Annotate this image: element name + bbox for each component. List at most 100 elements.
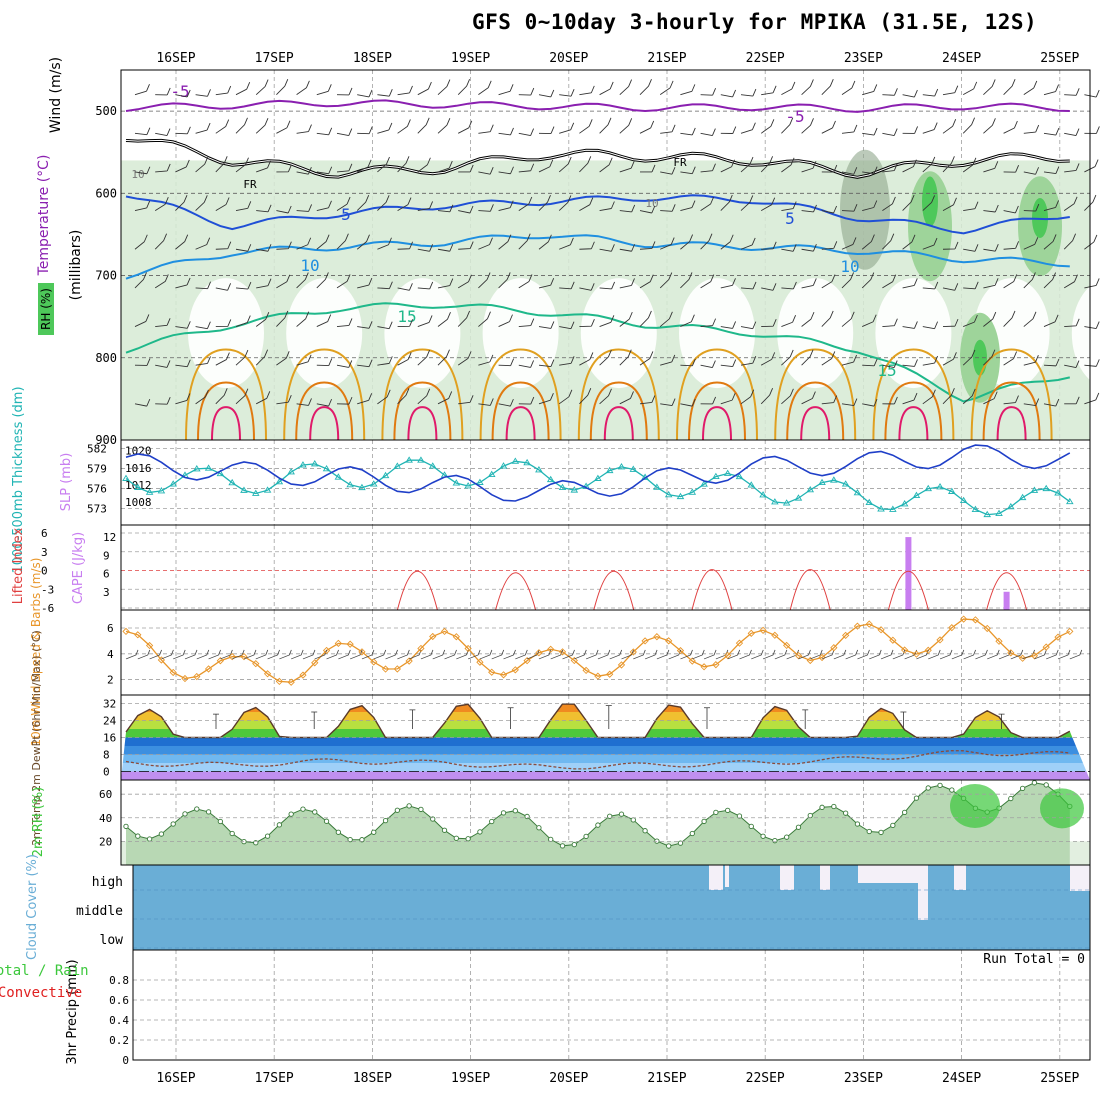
wind-barb [377,237,392,250]
wind-barb [478,354,494,366]
wind-barb [1084,126,1100,134]
wind-barb [1064,88,1080,96]
rh-dry-pocket [384,278,461,389]
wind-speed-marker [322,646,331,655]
wind-barb-10m [597,649,611,660]
wind-barb [660,398,676,406]
wind-barb [296,354,312,366]
rh-marker [264,833,271,839]
wind-barb [296,272,309,289]
thickness-marker [1030,486,1039,493]
contour-label: 15 [877,361,896,380]
wind-barb [336,128,353,137]
wind-speed-marker [853,622,862,630]
wind-speed-marker [299,671,307,679]
wind-barb [1043,127,1060,136]
wind-barb [983,311,997,327]
wind-barb [781,388,794,405]
wind-barb [377,281,393,290]
thickness-marker [322,464,331,472]
wind-barb [821,205,838,214]
thickness-marker [629,465,638,472]
wind-barb [255,349,269,366]
date-label-bottom: 19SEP [451,1071,490,1086]
wind-barb-10m [751,649,764,660]
wind-barb-10m [833,649,847,660]
date-label-bottom: 17SEP [255,1071,294,1086]
wind-barb [134,166,151,175]
wind-speed-marker [900,646,909,654]
wind-barb [841,204,858,212]
wind-barb [660,204,676,212]
wind-barb-10m [350,649,363,660]
wind-barb [154,233,168,250]
wind-barb [558,195,572,211]
temp-tick-label: 0 [103,766,110,779]
wind-barb [316,358,333,367]
upper-ylabel-temperature: Temperature (°C) [36,155,52,277]
wind-barb-10m [125,649,139,660]
wind-barb [902,359,918,367]
wind-barb [922,88,939,97]
wind-barb-10m [255,649,269,660]
wind-barb [841,237,857,250]
wind-speed-marker [476,658,484,666]
wind-speed-marker [440,627,449,636]
wind-barb [862,84,878,96]
wind-barb [175,195,188,211]
date-label-top: 22SEP [746,51,785,66]
contour-label: 10 [645,197,658,210]
slp-tick-label: 1016 [125,462,152,475]
wind-barb [276,274,291,289]
wind-barb [559,321,575,330]
date-label-top: 19SEP [451,51,490,66]
wind-barb-10m [267,649,280,660]
wind-barb [417,81,432,96]
rh-marker [618,811,625,817]
rh-dry-pocket [1071,279,1100,387]
rh-dry-pocket [875,278,952,389]
wind-barb [316,398,333,407]
wind-barb [1003,78,1016,95]
wind-speed-marker [429,632,437,641]
wind-barb [458,205,474,214]
rh-marker [901,809,908,816]
cloud-cover-fill [133,865,1090,950]
wind-speed-marker [712,661,720,669]
wind-barb [316,314,332,327]
wind-barb [801,349,814,366]
wind-barb [599,349,612,366]
wind-barb [1084,234,1098,250]
thickness-marker [688,488,697,495]
wind-barb [478,80,492,96]
wind-barb [336,87,353,96]
wind-barb [942,352,957,366]
rh-marker [500,810,507,816]
cloud-level-label: low [100,933,124,948]
wind-speed-marker [842,631,850,640]
wind-barb-10m [762,649,776,660]
wind-barb [1043,200,1060,212]
wind-barb [963,281,979,290]
wind-barb [256,204,272,213]
wind-barb [841,167,858,175]
temp-minmax-bar [704,707,710,729]
wind-barb [417,388,431,405]
wind-barb [478,311,491,327]
wind-barb [821,310,834,327]
wind-barb [235,388,249,405]
wind-barb [983,204,999,213]
temp-band [121,729,1090,738]
wind-barb [983,349,996,366]
wind-barb [235,349,249,366]
wind-barb [902,89,918,98]
lifted-index-arc [887,571,929,611]
thickness-marker [169,480,177,487]
wind-barb [962,388,976,405]
precip-ylabel: 3hr Precip (mm) [65,959,80,1064]
wind-barb [983,79,996,95]
wind-barb [175,321,191,329]
thickness-marker [747,481,756,488]
wind-barb-10m [161,649,174,660]
wind-barb [659,311,673,327]
